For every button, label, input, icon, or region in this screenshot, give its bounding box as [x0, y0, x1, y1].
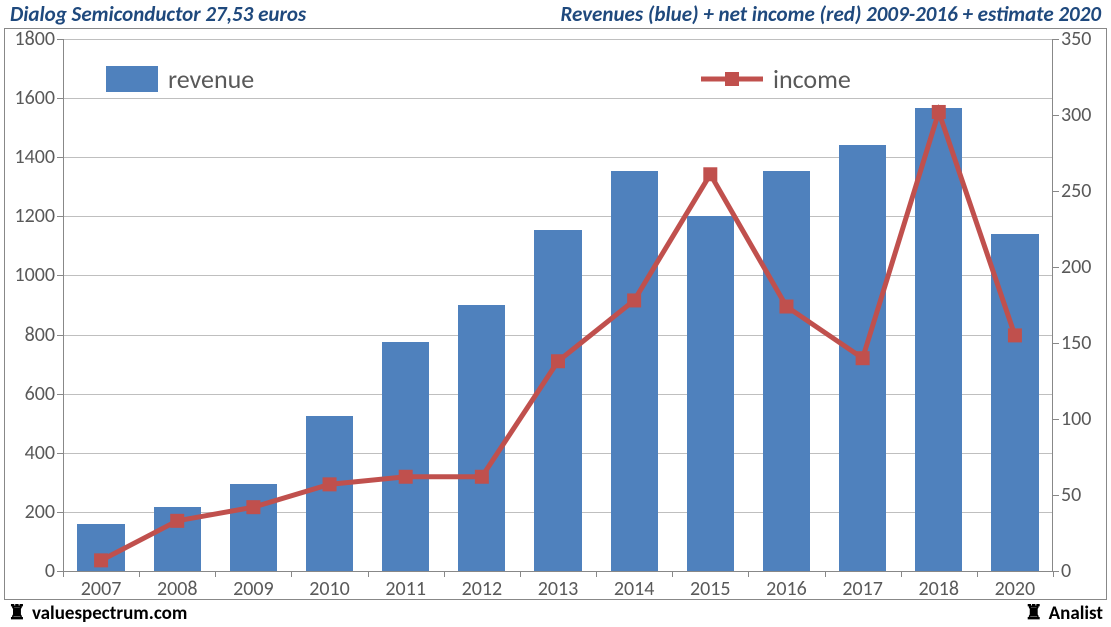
tick-mark [596, 571, 597, 577]
ytick-left: 1000 [14, 263, 63, 287]
footer-left-text: valuespectrum.com [32, 602, 187, 625]
tick-mark [139, 571, 140, 577]
legend-income-label: income [773, 63, 851, 95]
bar [534, 230, 581, 571]
ytick-left: 1600 [14, 86, 63, 110]
tick-mark [1053, 419, 1059, 420]
xtick: 2018 [918, 571, 959, 601]
bar [382, 342, 429, 571]
bar [991, 234, 1038, 571]
title-left: Dialog Semiconductor 27,53 euros [10, 1, 306, 27]
tick-mark [1053, 191, 1059, 192]
xtick: 2011 [385, 571, 426, 601]
legend-revenue: revenue [96, 61, 264, 97]
xtick: 2013 [538, 571, 579, 601]
ytick-left: 1800 [14, 27, 63, 51]
rook-icon: ♜ [1025, 603, 1043, 623]
tick-mark [63, 571, 64, 577]
footer-right: ♜ Analist [1025, 602, 1103, 625]
legend-income: income [691, 61, 861, 97]
rook-icon: ♜ [8, 603, 26, 623]
tick-mark [1053, 343, 1059, 344]
tick-mark [748, 571, 749, 577]
gridline [63, 157, 1053, 158]
bar [915, 108, 962, 571]
ytick-left: 1400 [14, 145, 63, 169]
bar [230, 484, 277, 571]
axis-line [1052, 39, 1053, 571]
tick-mark [215, 571, 216, 577]
tick-mark [825, 571, 826, 577]
gridline [63, 39, 1053, 40]
xtick: 2020 [995, 571, 1036, 601]
legend-revenue-label: revenue [168, 63, 254, 95]
tick-mark [1053, 267, 1059, 268]
xtick: 2008 [157, 571, 198, 601]
gridline [63, 98, 1053, 99]
plot-frame: 0200400600800100012001400160018000501001… [4, 28, 1107, 600]
bar [458, 305, 505, 571]
tick-mark [291, 571, 292, 577]
xtick: 2017 [842, 571, 883, 601]
gridline [63, 216, 1053, 217]
tick-mark [1053, 115, 1059, 116]
bar [839, 145, 886, 571]
xtick: 2012 [462, 571, 503, 601]
bar [763, 171, 810, 571]
title-bar: Dialog Semiconductor 27,53 euros Revenue… [0, 0, 1111, 28]
footer-left: ♜ valuespectrum.com [8, 602, 187, 625]
title-right: Revenues (blue) + net income (red) 2009-… [561, 1, 1101, 27]
bar [611, 171, 658, 571]
xtick: 2007 [81, 571, 122, 601]
tick-mark [1053, 495, 1059, 496]
income-marker [703, 167, 717, 181]
xtick: 2016 [766, 571, 807, 601]
bar [77, 524, 124, 571]
footer: ♜ valuespectrum.com ♜ Analist [0, 601, 1111, 627]
bar [687, 216, 734, 571]
tick-mark [901, 571, 902, 577]
xtick: 2014 [614, 571, 655, 601]
legend-income-swatch [701, 72, 763, 86]
tick-mark [672, 571, 673, 577]
footer-right-text: Analist [1049, 602, 1103, 625]
tick-mark [520, 571, 521, 577]
xtick: 2009 [233, 571, 274, 601]
tick-mark [1053, 571, 1054, 577]
axis-line [63, 39, 64, 571]
xtick: 2015 [690, 571, 731, 601]
ytick-left: 1200 [14, 204, 63, 228]
tick-mark [368, 571, 369, 577]
tick-mark [444, 571, 445, 577]
bar [154, 507, 201, 571]
tick-mark [1053, 39, 1059, 40]
bar [306, 416, 353, 571]
legend-revenue-swatch [106, 66, 158, 92]
chart-page: Dialog Semiconductor 27,53 euros Revenue… [0, 0, 1111, 627]
tick-mark [977, 571, 978, 577]
xtick: 2010 [309, 571, 350, 601]
plot-area: 0200400600800100012001400160018000501001… [63, 39, 1053, 571]
